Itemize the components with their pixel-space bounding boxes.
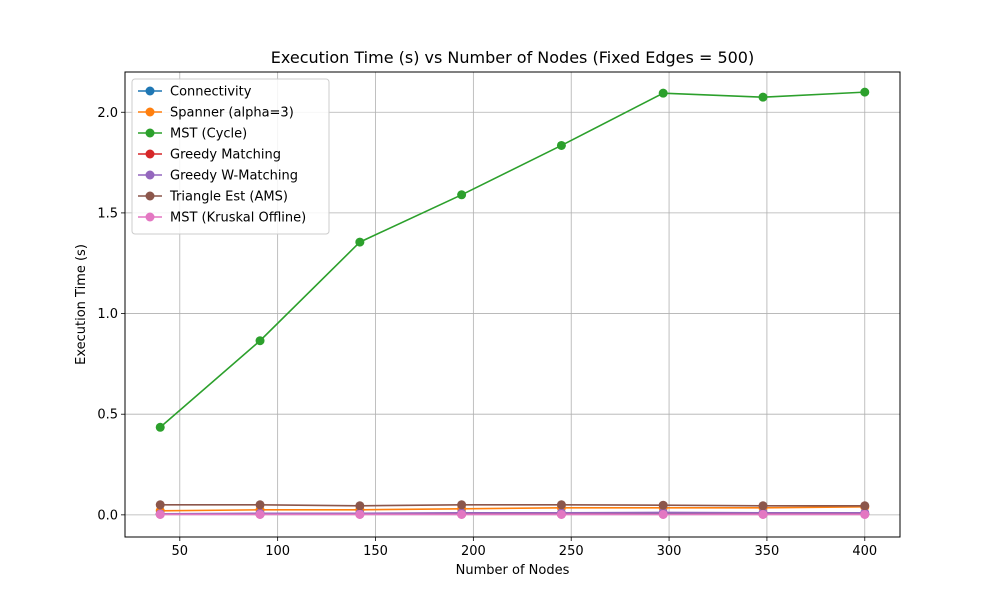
data-point [457,509,467,519]
legend-label: Spanner (alpha=3) [170,106,294,121]
data-point [758,501,768,511]
x-tick-label: 250 [559,544,584,559]
y-tick-label: 2.0 [97,106,118,121]
x-tick-label: 100 [265,544,290,559]
legend-label: Triangle Est (AMS) [169,190,288,205]
data-point [255,336,265,346]
data-point [255,509,265,519]
legend-swatch-marker [145,212,155,222]
x-tick-label: 400 [852,544,877,559]
legend-box [131,78,330,235]
legend-swatch-marker [145,170,155,180]
data-point [155,509,165,519]
x-tick-label: 200 [461,544,486,559]
ticks: 50 100 150 200 250 300 350 400 0.0 0.5 1.0 1.5 2.0 [97,106,877,559]
data-point [758,509,768,519]
data-point [758,92,768,102]
series-2 [155,87,870,432]
legend-label: Greedy W-Matching [170,169,298,184]
series-line [160,506,865,512]
data-point [355,237,365,247]
chart-title: Execution Time (s) vs Number of Nodes (F… [271,48,754,67]
data-point [860,87,870,97]
data-point [155,422,165,432]
plot-frame [124,71,901,538]
legend-swatch-marker [145,107,155,117]
data-point [457,500,467,510]
data-point [155,500,165,510]
series-5 [155,500,870,511]
y-tick-label: 1.0 [97,307,118,322]
x-tick-label: 150 [363,544,388,559]
legend-item: MST (Kruskal Offline) [138,211,306,226]
data-point [658,500,668,510]
series-6 [155,509,870,519]
x-axis-label: Number of Nodes [456,563,570,578]
y-axis-label: Execution Time (s) [74,244,89,365]
data-point [860,501,870,511]
legend-swatch-marker [145,149,155,159]
y-tick-label: 1.5 [97,206,118,221]
legend-swatch-marker [145,191,155,201]
legend-label: Greedy Matching [170,148,281,163]
legend: Connectivity Spanner (alpha=3) MST (Cycle)… [131,78,330,235]
legend-item: Greedy W-Matching [138,169,298,184]
data-point [457,190,467,200]
legend-item: Triangle Est (AMS) [138,190,288,205]
series-line [159,91,865,428]
series-line [160,511,865,515]
data-point [556,509,566,519]
data-point [658,88,668,98]
x-tick-label: 50 [172,544,189,559]
legend-swatch-marker [145,128,155,138]
data-point [355,509,365,519]
legend-item: Spanner (alpha=3) [138,106,294,121]
data-point [255,500,265,510]
data-point [556,500,566,510]
data-point [355,501,365,511]
y-tick-label: 0.5 [97,408,118,423]
legend-item: Greedy Matching [138,148,281,163]
series-layer [155,87,870,519]
legend-swatch-marker [145,86,155,96]
x-tick-label: 300 [657,544,682,559]
legend-label: Connectivity [170,85,252,100]
data-point [556,140,566,150]
data-point [860,509,870,519]
legend-item: MST (Cycle) [138,127,247,142]
legend-item: Connectivity [138,85,252,100]
series-line [160,503,865,507]
legend-label: MST (Cycle) [170,127,247,142]
legend-label: MST (Kruskal Offline) [170,211,306,226]
y-tick-label: 0.0 [97,508,118,523]
data-point [658,509,668,519]
x-tick-label: 350 [755,544,780,559]
